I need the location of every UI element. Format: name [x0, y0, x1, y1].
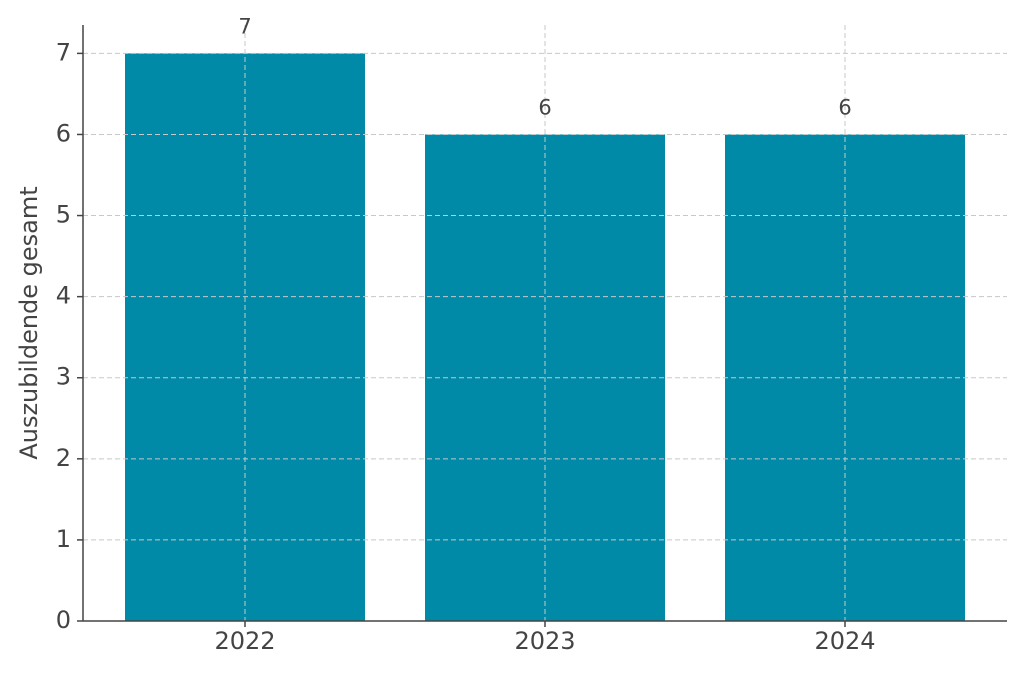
value-label: 6 [538, 95, 551, 119]
y-axis-label: Auszubildende gesamt [15, 186, 43, 459]
x-tick-label: 2024 [814, 627, 875, 655]
y-tick-label: 4 [56, 282, 71, 310]
y-tick-label: 2 [56, 444, 71, 472]
y-tick-label: 6 [56, 119, 71, 147]
value-label: 6 [838, 95, 851, 119]
y-tick-label: 3 [56, 363, 71, 391]
y-tick-label: 7 [56, 38, 71, 66]
y-tick-label: 5 [56, 201, 71, 229]
x-tick-label: 2023 [514, 627, 575, 655]
y-tick-label: 0 [56, 606, 71, 634]
x-tick-label: 2022 [214, 627, 275, 655]
y-tick-label: 1 [56, 525, 71, 553]
value-label: 7 [238, 14, 251, 38]
